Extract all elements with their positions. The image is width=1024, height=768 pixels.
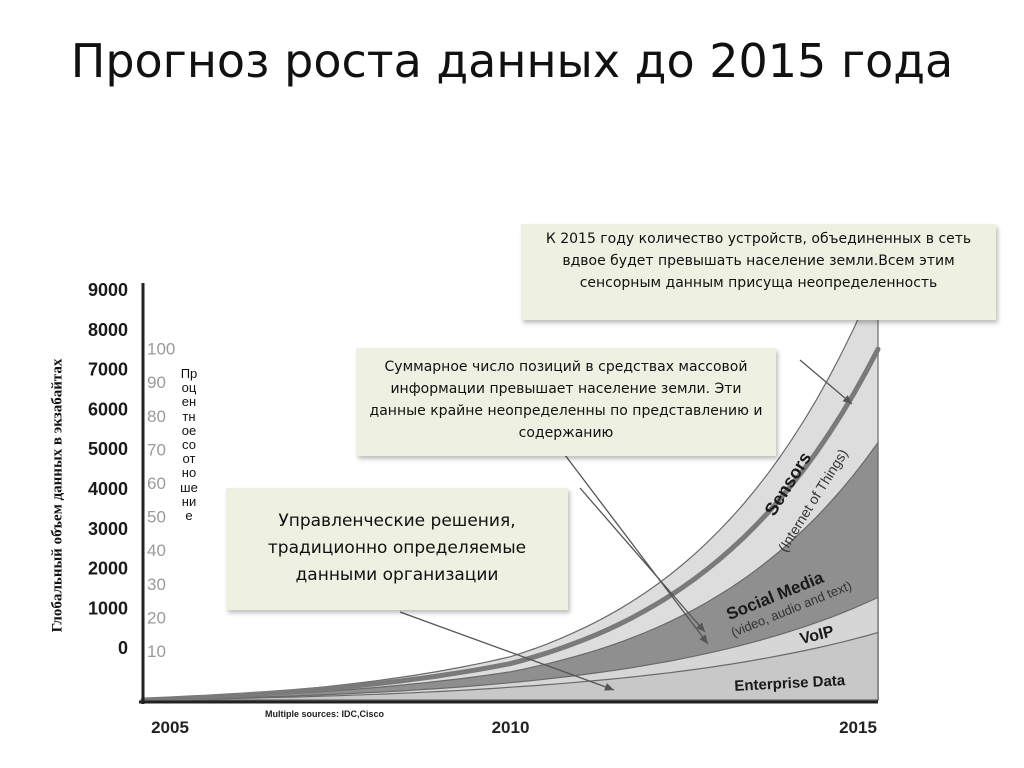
y-tick-label: 8000 — [88, 320, 128, 340]
area-bands — [140, 273, 881, 703]
percent-tick-label: 90 — [147, 373, 166, 392]
slide-title: Прогноз роста данных до 2015 года — [70, 34, 954, 88]
band-enterprise-data — [142, 631, 879, 701]
percent-tick-label: 100 — [147, 340, 175, 359]
y-tick-label: 5000 — [88, 439, 128, 459]
percent-tick-label: 70 — [147, 440, 166, 459]
callout-arrows — [399, 359, 853, 691]
trend-line — [140, 346, 881, 703]
percent-tick-label: 50 — [147, 508, 166, 527]
arrow-social-media-2 — [579, 487, 706, 633]
axes — [139, 283, 878, 704]
percent-tick-labels: 10 20 30 40 50 60 70 80 90 100 — [147, 340, 175, 661]
y-tick-label: 1000 — [88, 598, 128, 618]
y-tick-label: 9000 — [88, 280, 128, 300]
x-tick-label: 2015 — [839, 718, 877, 737]
percent-tick-label: 10 — [147, 642, 166, 661]
arrow-sensors-head — [842, 395, 852, 404]
callout-enterprise: Управленческие решения, традиционно опре… — [226, 488, 568, 610]
percent-tick-label: 60 — [147, 474, 166, 493]
y-axis-label: Глобальный объем данных в экзабайтах — [49, 358, 66, 633]
y-tick-label: 3000 — [88, 519, 128, 539]
x-tick-labels: 2005 2010 2015 — [151, 718, 877, 737]
y-tick-label: 4000 — [88, 479, 128, 499]
callout-sensors: К 2015 году количество устройств, объеди… — [521, 224, 996, 320]
y-tick-label: 6000 — [88, 399, 128, 419]
arrow-sensors — [799, 359, 853, 405]
y-tick-label: 0 — [118, 638, 128, 658]
arrow-social-media — [564, 454, 709, 645]
arrow-social-media-head — [699, 634, 708, 644]
x-tick-label: 2010 — [492, 718, 530, 737]
arrow-enterprise — [399, 611, 615, 691]
y-tick-labels: 0 1000 2000 3000 4000 5000 6000 7000 8000 9000 — [88, 280, 128, 658]
percent-tick-label: 20 — [147, 608, 166, 627]
percent-tick-label: 40 — [147, 541, 166, 560]
label-enterprise-data: Enterprise Data — [734, 672, 846, 695]
percent-tick-label: 30 — [147, 575, 166, 594]
arrow-social-media-2-head — [696, 622, 705, 632]
source-note: Multiple sources: IDC,Cisco — [265, 709, 385, 719]
x-tick-label: 2005 — [151, 718, 189, 737]
callout-social-media: Суммарное число позиций в средствах масс… — [356, 348, 776, 456]
y-tick-label: 7000 — [88, 360, 128, 380]
secondary-axis-label: Процентное соотношение — [180, 366, 198, 524]
percent-tick-label: 80 — [147, 407, 166, 426]
y-tick-label: 2000 — [88, 559, 128, 579]
arrow-enterprise-head — [604, 683, 614, 691]
